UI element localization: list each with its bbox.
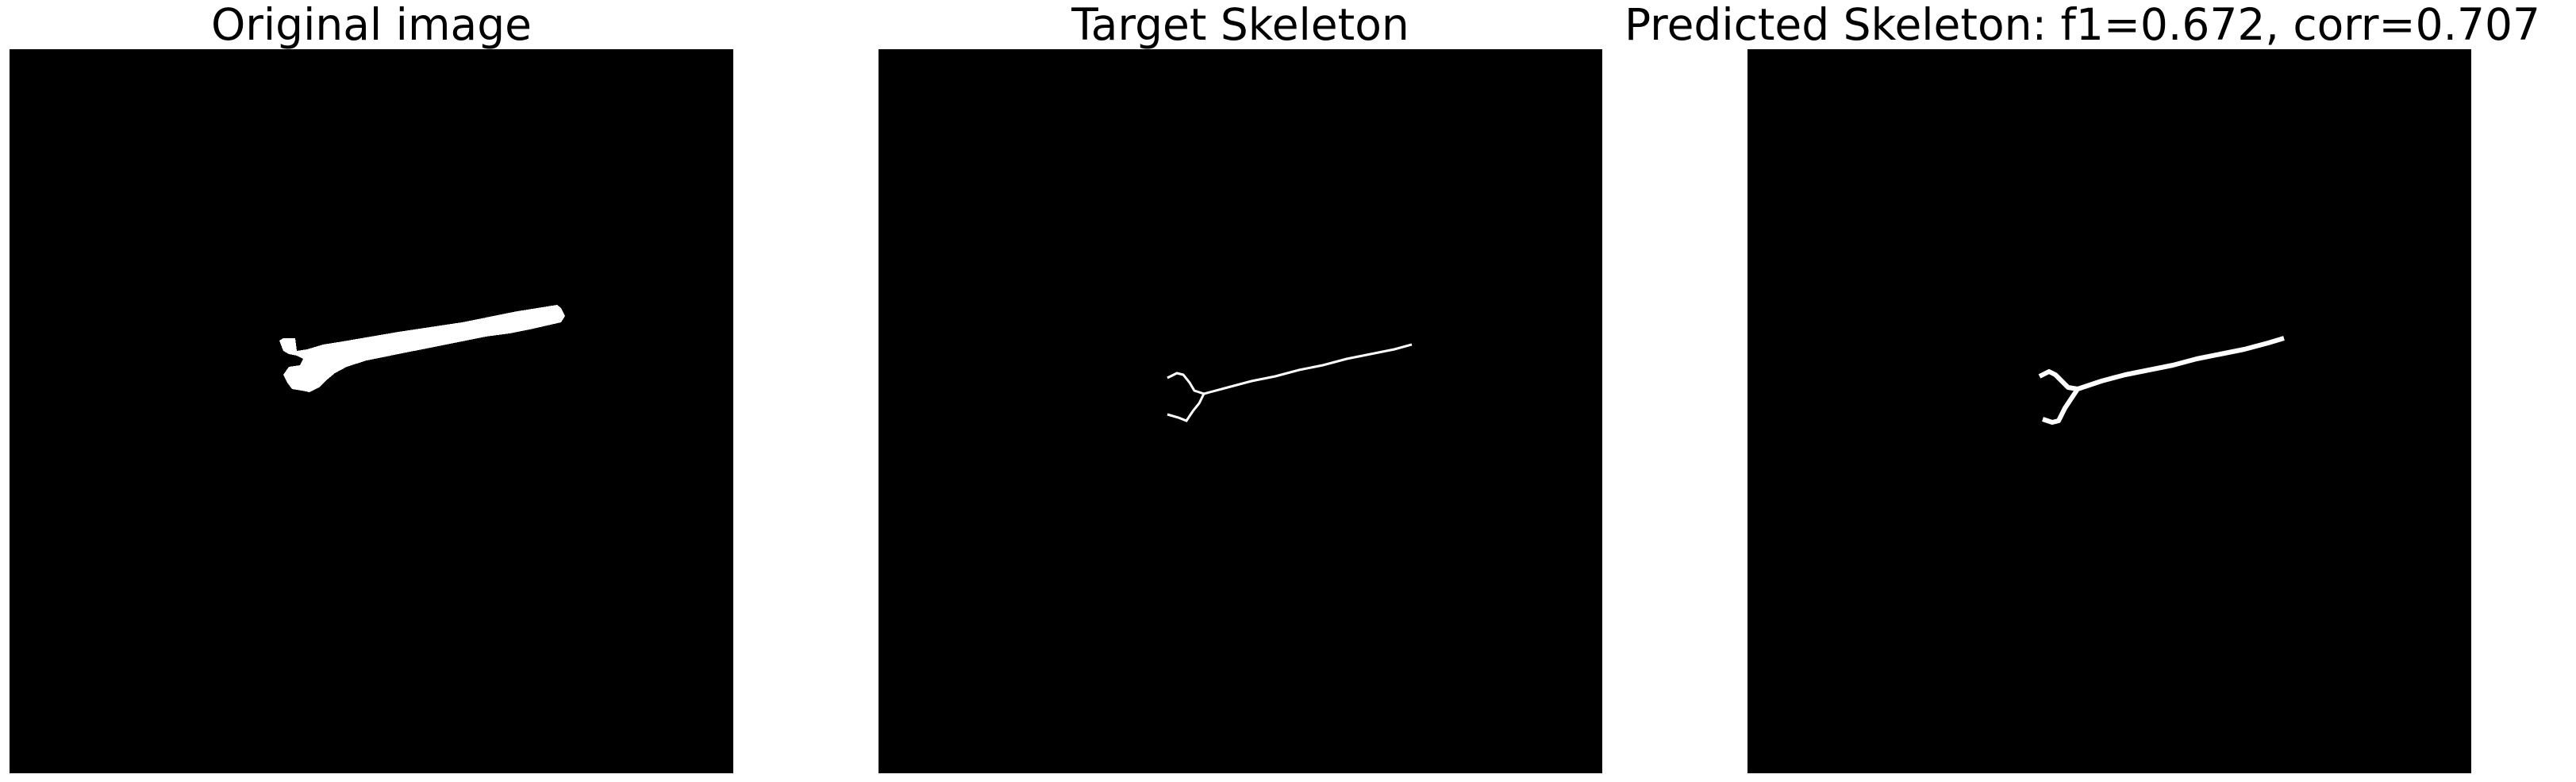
wrench-shape bbox=[279, 305, 565, 392]
target-skeleton-lower-fork bbox=[1167, 393, 1205, 422]
predicted-skeleton-panel bbox=[1747, 49, 2471, 773]
original-image-panel bbox=[10, 49, 733, 773]
predicted-skeleton-upper-fork bbox=[2038, 369, 2078, 391]
target-skeleton-main-branch bbox=[1203, 343, 1413, 395]
target-skeleton-upper-fork bbox=[1167, 372, 1205, 395]
predicted-skeleton-lower-fork bbox=[2042, 387, 2080, 425]
original-image-canvas bbox=[279, 305, 565, 392]
predicted-skeleton-main-branch bbox=[2077, 336, 2285, 391]
target-skeleton-panel bbox=[879, 49, 1602, 773]
panel-title-predicted-skeleton: Predicted Skeleton: f1=0.672, corr=0.707 bbox=[1624, 0, 2541, 50]
panel-title-original: Original image bbox=[210, 0, 532, 50]
panel-title-target-skeleton: Target Skeleton bbox=[1071, 0, 1409, 50]
predicted-skeleton-canvas bbox=[2038, 336, 2285, 425]
target-skeleton-canvas bbox=[1167, 343, 1413, 422]
